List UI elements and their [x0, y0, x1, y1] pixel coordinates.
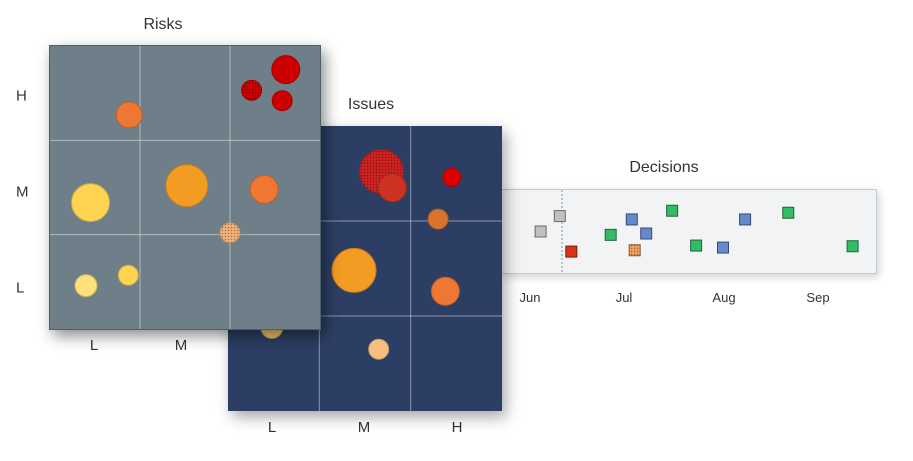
- risks-bubble: [165, 164, 209, 208]
- decisions-x-tick-aug: Aug: [712, 290, 736, 305]
- decision-marker: [846, 240, 859, 253]
- decision-marker: [625, 213, 638, 226]
- risks-title: Risks: [143, 16, 183, 33]
- issues-bubble: [427, 208, 449, 230]
- decision-marker: [782, 206, 795, 219]
- issues-title: Issues: [347, 96, 395, 113]
- decisions-plot: [534, 190, 859, 273]
- issues-x-tick-low: L: [267, 419, 277, 436]
- issues-x-tick-medium: M: [357, 419, 371, 436]
- issues-bubble: [377, 173, 407, 203]
- decision-marker: [640, 227, 653, 240]
- risks-bubble: [71, 183, 110, 223]
- decisions-x-tick-jul: Jul: [615, 290, 633, 305]
- risks-x-tick-medium: M: [174, 337, 188, 354]
- decisions-timeline: [500, 189, 877, 274]
- risks-matrix: [49, 45, 321, 330]
- issues-bubble: [442, 167, 462, 187]
- decisions-x-tick-sep: Sep: [806, 290, 830, 305]
- decision-marker: [666, 204, 679, 217]
- risks-plot: [50, 46, 320, 329]
- issues-bubble: [368, 338, 390, 360]
- decision-marker: [690, 239, 703, 252]
- risks-bubble: [249, 174, 279, 204]
- decisions-title: Decisions: [629, 159, 699, 176]
- decision-marker: [534, 225, 547, 238]
- risks-bubble: [271, 90, 293, 112]
- issues-bubble: [331, 247, 377, 293]
- risks-bubble: [115, 101, 143, 129]
- decision-marker: [565, 245, 578, 258]
- risks-x-tick-low: L: [89, 337, 99, 354]
- risks-bubble-texture: [220, 222, 240, 243]
- risks-bubble: [117, 264, 139, 286]
- decision-marker: [604, 228, 617, 241]
- decision-marker: [739, 213, 752, 226]
- decisions-x-tick-jun: Jun: [519, 290, 541, 305]
- risks-y-tick-high: H: [16, 87, 27, 105]
- risks-bubble-texture: [241, 80, 262, 101]
- risks-y-tick-low: L: [16, 279, 25, 297]
- issues-x-tick-high: H: [451, 419, 463, 436]
- risks-bubble: [271, 55, 301, 85]
- decision-marker: [553, 210, 566, 223]
- decision-marker-texture: [629, 244, 641, 256]
- risks-y-tick-medium: M: [16, 183, 29, 201]
- decision-marker: [717, 241, 729, 254]
- issues-bubble: [430, 276, 460, 306]
- risks-bubble: [74, 274, 98, 298]
